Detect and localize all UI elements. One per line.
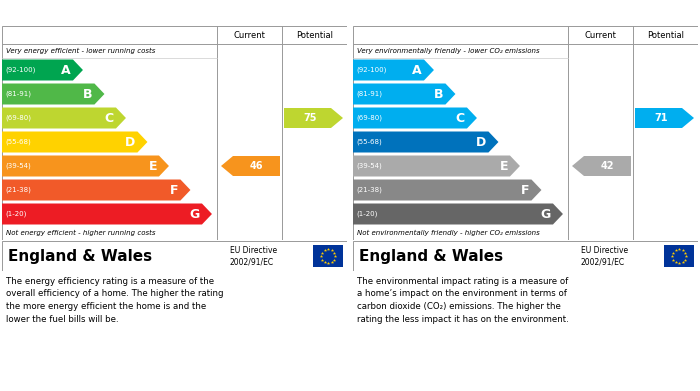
- Text: The energy efficiency rating is a measure of the
overall efficiency of a home. T: The energy efficiency rating is a measur…: [6, 277, 223, 323]
- Polygon shape: [284, 108, 343, 128]
- Polygon shape: [353, 59, 434, 81]
- Text: (92-100): (92-100): [356, 67, 386, 73]
- Text: Very environmentally friendly - lower CO₂ emissions: Very environmentally friendly - lower CO…: [357, 48, 540, 54]
- Polygon shape: [353, 108, 477, 129]
- Text: 42: 42: [601, 161, 614, 171]
- Polygon shape: [2, 108, 126, 129]
- Text: (21-38): (21-38): [5, 187, 31, 193]
- Text: Very energy efficient - lower running costs: Very energy efficient - lower running co…: [6, 48, 155, 54]
- Text: (69-80): (69-80): [5, 115, 31, 121]
- Text: (81-91): (81-91): [356, 91, 382, 97]
- Text: F: F: [170, 183, 178, 197]
- Text: Energy Efficiency Rating: Energy Efficiency Rating: [8, 7, 161, 18]
- Text: Environmental Impact (CO₂) Rating: Environmental Impact (CO₂) Rating: [359, 7, 578, 18]
- Polygon shape: [353, 203, 563, 224]
- Polygon shape: [2, 59, 83, 81]
- Text: (55-68): (55-68): [5, 139, 31, 145]
- Text: A: A: [412, 63, 422, 77]
- Text: (69-80): (69-80): [356, 115, 382, 121]
- Polygon shape: [2, 131, 148, 152]
- Bar: [664, 245, 694, 267]
- Text: B: B: [83, 88, 92, 100]
- Text: The environmental impact rating is a measure of
a home’s impact on the environme: The environmental impact rating is a mea…: [357, 277, 568, 323]
- Text: Current: Current: [234, 30, 265, 39]
- Text: (1-20): (1-20): [356, 211, 377, 217]
- Polygon shape: [353, 84, 456, 104]
- Text: Current: Current: [584, 30, 617, 39]
- Text: 71: 71: [654, 113, 668, 123]
- Text: C: C: [105, 111, 114, 124]
- Text: F: F: [521, 183, 529, 197]
- Text: A: A: [62, 63, 71, 77]
- Text: B: B: [434, 88, 444, 100]
- Text: Not energy efficient - higher running costs: Not energy efficient - higher running co…: [6, 230, 155, 236]
- Text: Potential: Potential: [296, 30, 333, 39]
- Text: D: D: [125, 136, 135, 149]
- Text: (81-91): (81-91): [5, 91, 31, 97]
- Text: 46: 46: [250, 161, 263, 171]
- Polygon shape: [2, 203, 212, 224]
- Text: (55-68): (55-68): [356, 139, 382, 145]
- Text: G: G: [540, 208, 551, 221]
- Text: Potential: Potential: [647, 30, 684, 39]
- Text: Not environmentally friendly - higher CO₂ emissions: Not environmentally friendly - higher CO…: [357, 230, 540, 236]
- Text: E: E: [148, 160, 157, 172]
- Bar: [313, 245, 343, 267]
- Text: (92-100): (92-100): [5, 67, 36, 73]
- Polygon shape: [353, 131, 498, 152]
- Text: D: D: [476, 136, 486, 149]
- Text: (21-38): (21-38): [356, 187, 382, 193]
- Text: E: E: [500, 160, 508, 172]
- Text: G: G: [190, 208, 200, 221]
- Polygon shape: [221, 156, 280, 176]
- Polygon shape: [572, 156, 631, 176]
- Text: (39-54): (39-54): [356, 163, 382, 169]
- Polygon shape: [2, 84, 104, 104]
- Text: EU Directive
2002/91/EC: EU Directive 2002/91/EC: [581, 246, 628, 266]
- Text: (39-54): (39-54): [5, 163, 31, 169]
- Text: (1-20): (1-20): [5, 211, 27, 217]
- Text: C: C: [456, 111, 465, 124]
- Text: England & Wales: England & Wales: [8, 249, 152, 264]
- Polygon shape: [353, 179, 542, 201]
- Polygon shape: [353, 156, 520, 176]
- Text: EU Directive
2002/91/EC: EU Directive 2002/91/EC: [230, 246, 276, 266]
- Text: England & Wales: England & Wales: [359, 249, 503, 264]
- Polygon shape: [635, 108, 694, 128]
- Polygon shape: [2, 179, 190, 201]
- Polygon shape: [2, 156, 169, 176]
- Text: 75: 75: [304, 113, 317, 123]
